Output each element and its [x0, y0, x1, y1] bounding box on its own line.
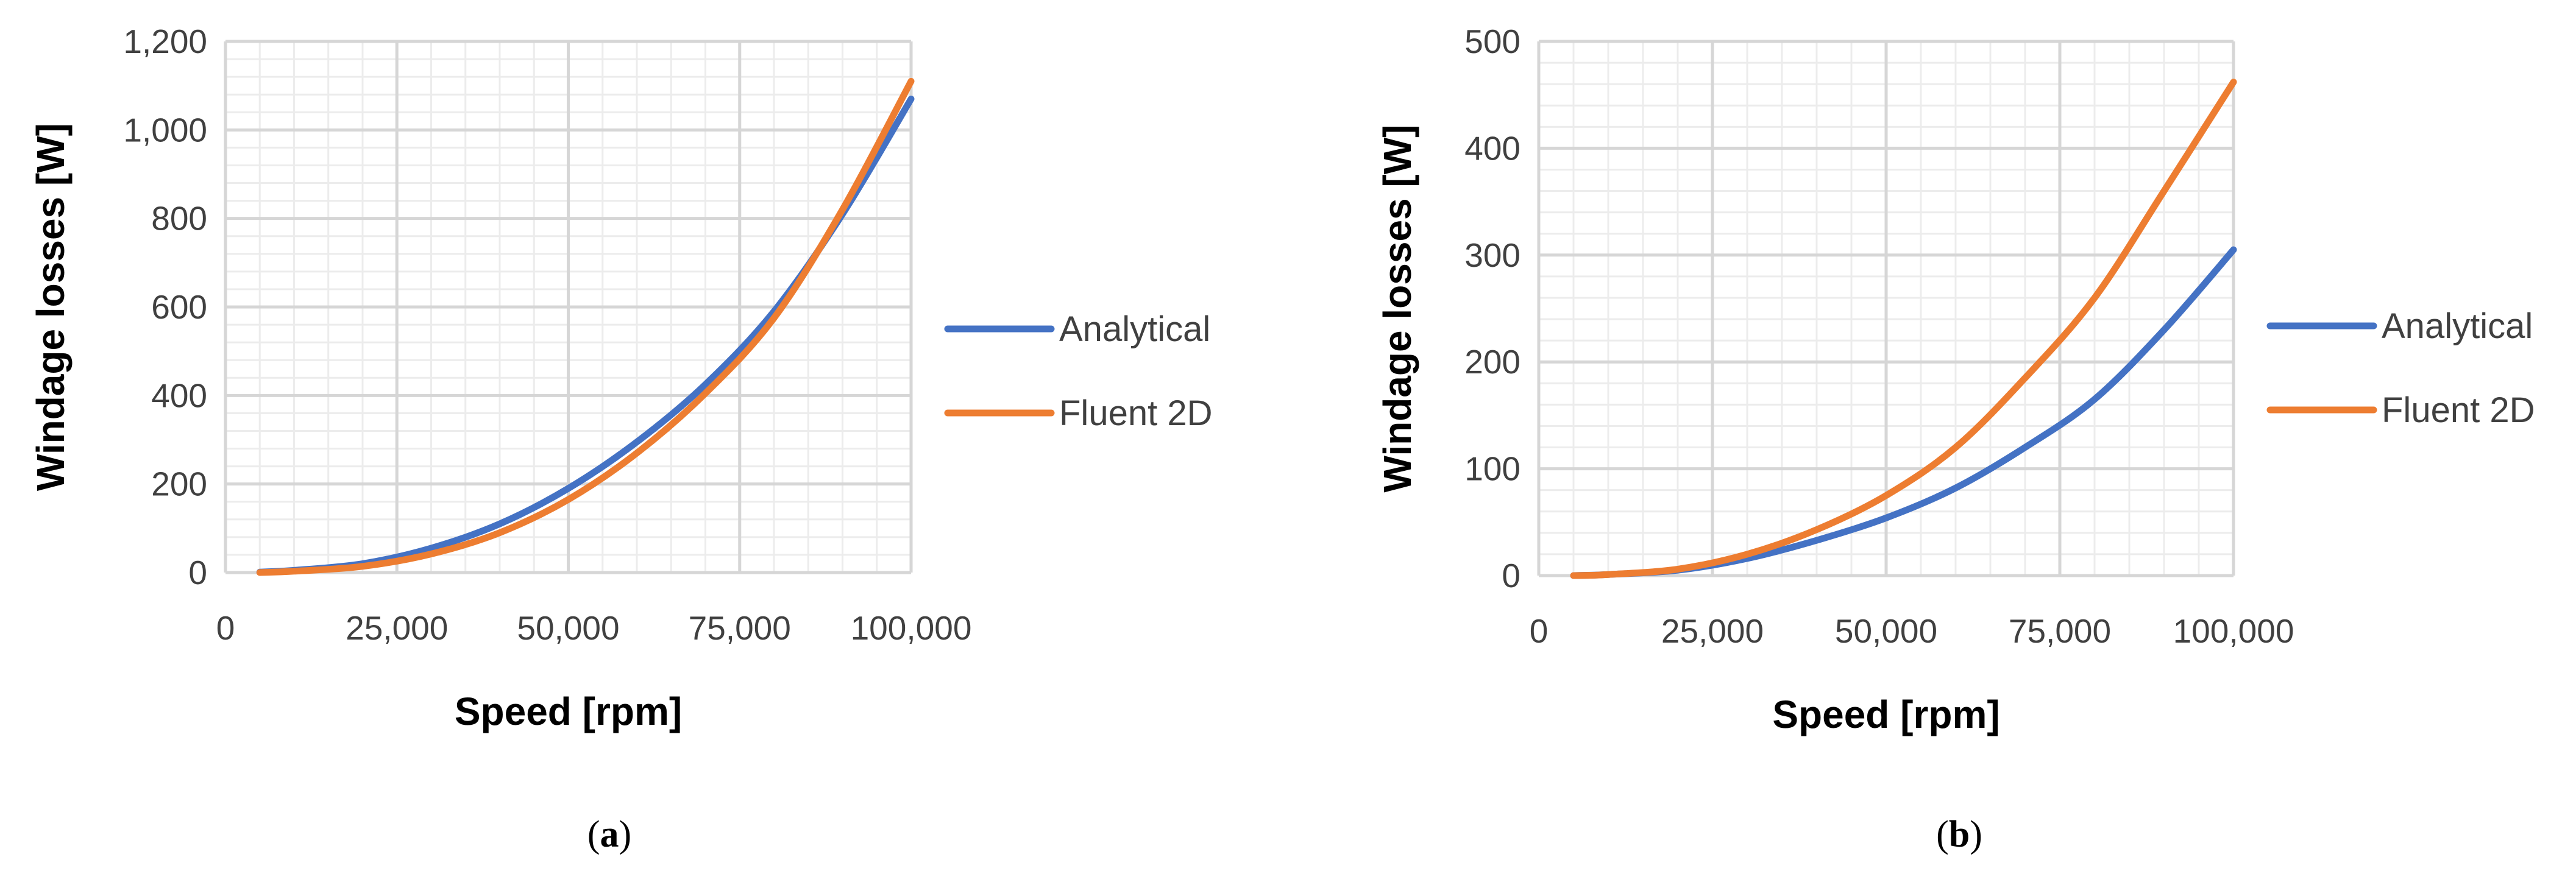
y-tick-label: 1,000 — [123, 111, 207, 149]
panel-label-letter: b — [1949, 814, 1970, 855]
y-tick-label: 200 — [151, 465, 207, 503]
panel-label: (a) — [587, 814, 631, 855]
legend-label: Analytical — [1059, 309, 1210, 349]
x-axis-title: Speed [rpm] — [1772, 693, 1999, 736]
y-tick-label: 200 — [1464, 343, 1520, 381]
x-tick-label: 25,000 — [1661, 612, 1764, 650]
x-tick-label: 75,000 — [2009, 612, 2111, 650]
panel-label-letter: a — [600, 814, 619, 855]
panel-label-open: ( — [587, 814, 600, 855]
x-tick-label: 75,000 — [689, 609, 791, 647]
legend-label: Fluent 2D — [1059, 393, 1212, 433]
panel-label-open: ( — [1936, 814, 1949, 855]
series-line-fluent-2d — [1570, 79, 2237, 579]
legend: Analytical Fluent 2D — [2266, 306, 2535, 430]
y-tick-label: 400 — [151, 376, 207, 414]
panel-label-close: ) — [619, 814, 632, 855]
panel-label-close: ) — [1970, 814, 1982, 855]
x-tick-label: 25,000 — [346, 609, 448, 647]
x-tick-label: 0 — [1530, 612, 1549, 650]
x-tick-label: 100,000 — [2173, 612, 2294, 650]
panel-label: (b) — [1936, 814, 1982, 855]
legend-label: Analytical — [2382, 306, 2533, 346]
y-tick-label: 0 — [1502, 557, 1520, 594]
x-tick-label: 0 — [216, 609, 235, 647]
series-line-fluent-2d — [256, 77, 915, 576]
y-axis-title: Windage losses [W] — [29, 123, 73, 491]
chart-panel-a: 0 25,000 50,000 75,000 100,000 0 200 400 600 800 1… — [29, 23, 1212, 855]
y-tick-label: 100 — [1464, 450, 1520, 488]
y-tick-label: 0 — [188, 554, 207, 591]
x-axis-title: Speed [rpm] — [455, 689, 682, 733]
y-tick-label: 600 — [151, 288, 207, 326]
y-tick-label: 500 — [1464, 23, 1520, 60]
x-tick-label: 50,000 — [517, 609, 619, 647]
legend-label: Fluent 2D — [2382, 390, 2535, 430]
chart-panel-b: 0 25,000 50,000 75,000 100,000 0 100 200 300 400 5… — [1375, 23, 2535, 855]
y-tick-label: 300 — [1464, 236, 1520, 274]
y-tick-label: 1,200 — [123, 23, 207, 60]
y-tick-label: 800 — [151, 200, 207, 238]
y-axis-title: Windage losses [W] — [1375, 125, 1419, 493]
x-tick-label: 50,000 — [1835, 612, 1937, 650]
y-tick-label: 400 — [1464, 129, 1520, 167]
x-tick-label: 100,000 — [851, 609, 972, 647]
legend: Analytical Fluent 2D — [944, 309, 1212, 433]
